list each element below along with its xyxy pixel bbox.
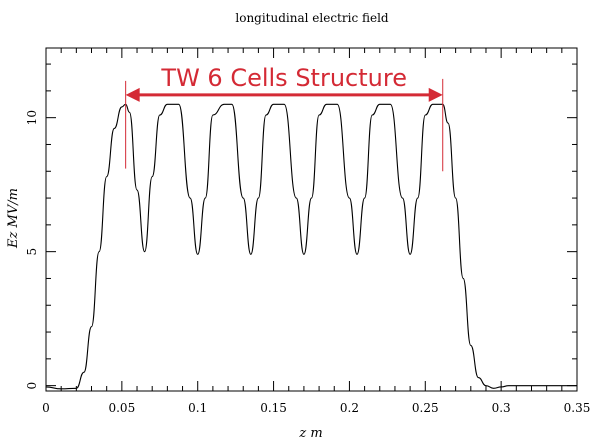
plot-frame <box>45 47 578 392</box>
tick-labels: 0 0.05 0.1 0.15 0.2 0.25 0.3 0.35 0 5 10 <box>25 110 590 415</box>
annotation-arrow-head-left <box>125 87 140 102</box>
y-tick-label: 0 <box>25 382 39 390</box>
x-tick-label: 0.1 <box>188 401 207 415</box>
x-tick-label: 0.35 <box>564 401 591 415</box>
x-tick-label: 0 <box>42 401 50 415</box>
chart-title: longitudinal electric field <box>235 11 389 25</box>
series-line <box>45 103 577 390</box>
x-tick-label: 0.2 <box>340 401 359 415</box>
annotation-label: TW 6 Cells Structure <box>160 64 407 92</box>
x-tick-label: 0.3 <box>492 401 511 415</box>
x-axis-label: z m <box>298 426 322 441</box>
y-tick-label: 5 <box>25 248 39 256</box>
y-tick-label: 10 <box>25 110 39 125</box>
annotation: TW 6 Cells Structure <box>125 64 444 172</box>
annotation-arrow-head-right <box>428 87 443 102</box>
x-tick-label: 0.15 <box>260 401 287 415</box>
x-tick-label: 0.05 <box>108 401 135 415</box>
x-tick-label: 0.25 <box>412 401 439 415</box>
y-axis-label: Ez MV/m <box>6 188 21 249</box>
